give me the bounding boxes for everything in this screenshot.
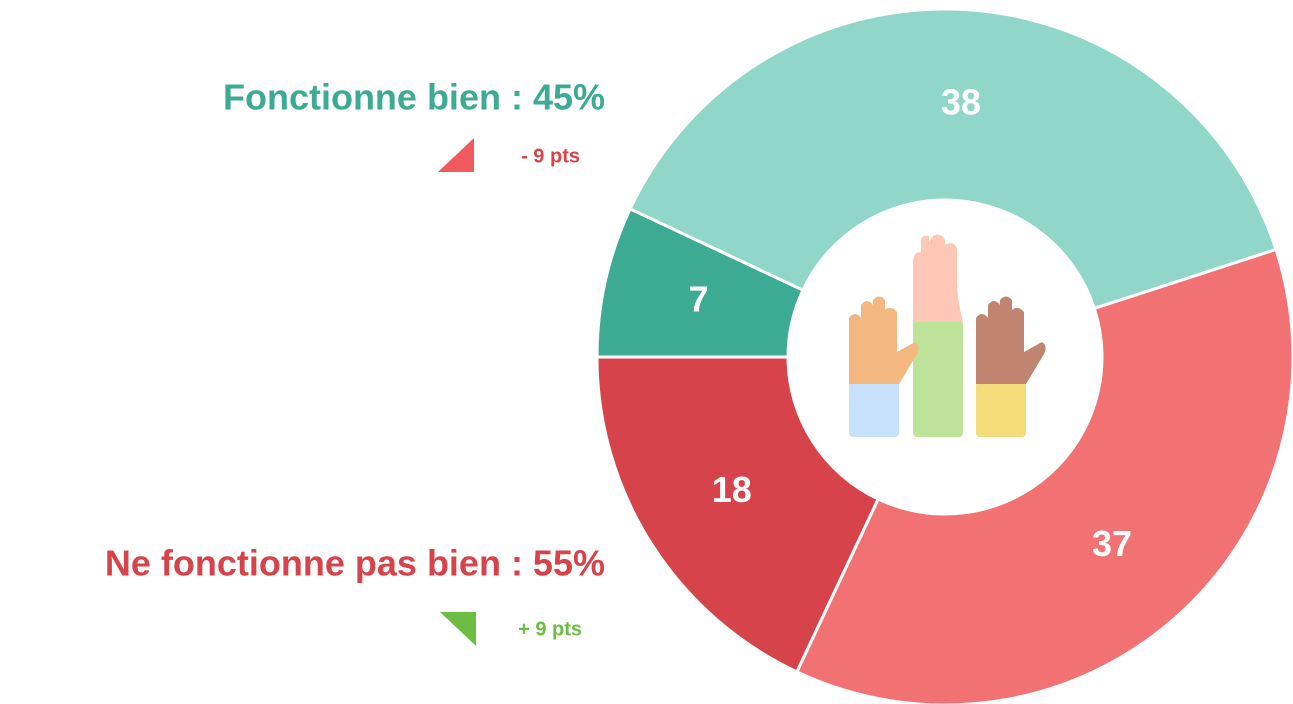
donut-segment xyxy=(794,247,1293,704)
annotation-title: Fonctionne bien : 45% xyxy=(223,77,605,118)
data-label: 7 xyxy=(689,278,709,319)
data-label: 38 xyxy=(941,82,981,123)
annotation-change: - 9 pts xyxy=(521,145,580,167)
donut-segment xyxy=(628,7,1278,311)
annotation-change: + 9 pts xyxy=(518,618,582,640)
data-label: 37 xyxy=(1092,523,1132,564)
donut-segment xyxy=(595,355,881,674)
annotation-title: Ne fonctionne pas bien : 55% xyxy=(105,543,605,584)
data-label: 18 xyxy=(712,469,752,510)
center-icon xyxy=(849,234,1046,437)
arrow-icon xyxy=(440,612,476,646)
arrow-icon xyxy=(438,138,474,172)
